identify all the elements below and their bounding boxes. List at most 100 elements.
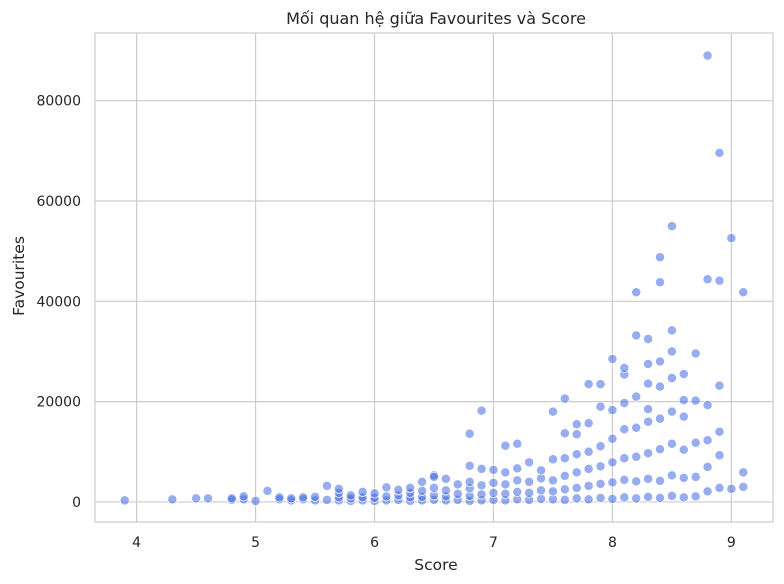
data-point [119,495,130,506]
data-point [666,406,677,417]
data-point [440,485,451,496]
y-axis-label: Favourites [10,236,28,316]
data-point [678,369,689,379]
data-point [631,451,642,462]
x-tick-label: 8 [608,535,617,551]
data-point [571,467,582,478]
data-point [310,491,321,502]
data-point [226,493,237,504]
data-point [690,437,701,448]
data-point [702,461,713,472]
data-point [690,491,701,502]
data-point [559,484,570,495]
data-point [690,395,701,406]
data-point [678,411,689,422]
data-point [524,457,535,468]
data-point [464,476,475,487]
data-point [559,494,570,505]
data-point [690,348,701,359]
data-point [500,488,511,499]
x-tick-label: 6 [370,535,379,551]
y-tick-label: 20000 [36,395,81,411]
data-point [619,474,630,485]
data-point [655,413,665,424]
data-point [643,416,654,427]
data-point [512,475,523,486]
data-point [631,476,642,487]
x-tick-labels: 4 5 6 7 8 9 [132,535,736,551]
data-point [524,476,535,487]
data-point [429,482,439,493]
data-point [476,480,487,491]
data-point [191,493,202,504]
data-point [690,471,701,482]
data-point [631,391,642,402]
data-point [512,438,523,449]
data-point [500,467,511,478]
data-point [488,477,499,488]
data-point [643,333,654,344]
data-point [738,287,749,298]
data-point [583,418,594,429]
data-point [464,428,475,439]
data-point [381,491,392,502]
x-tick-label: 7 [489,535,498,551]
data-point [488,464,499,475]
y-tick-label: 0 [72,495,81,511]
data-point [631,330,642,341]
data-point [429,471,439,482]
data-point [619,363,630,373]
data-point [666,373,677,384]
data-point [536,485,547,496]
data-point [631,287,642,298]
y-tick-labels: 0 20000 40000 60000 80000 [36,94,81,511]
data-point [476,405,487,416]
x-tick-label: 9 [727,535,736,551]
data-point [655,444,665,455]
data-point [595,461,606,472]
data-point [702,274,713,285]
data-point [559,393,570,404]
data-point [536,465,547,476]
data-point [655,381,665,392]
data-point [607,457,618,468]
data-point [738,481,749,492]
data-point [666,325,677,336]
data-point [643,404,654,415]
data-point [476,463,487,474]
data-point [571,493,582,504]
data-point [702,400,713,411]
data-point [238,491,249,502]
data-point [571,449,582,460]
data-point [488,487,499,498]
data-point [607,477,618,488]
data-point [559,470,570,481]
data-point [666,346,677,357]
data-point [583,379,594,390]
data-point [286,493,297,504]
data-point [452,479,463,490]
data-point [714,147,725,158]
data-point [547,486,558,497]
data-point [381,482,392,493]
data-point [571,482,582,493]
data-point [547,475,558,486]
x-tick-label: 4 [132,535,141,551]
chart-title: Mối quan hệ giữa Favourites và Score [286,9,586,28]
data-point [512,463,523,474]
data-point [440,473,451,484]
data-point [607,433,618,444]
data-point [595,441,606,452]
data-point [595,478,606,489]
data-point [678,444,689,455]
data-point [619,492,630,503]
data-point [726,233,737,244]
data-point [655,277,665,288]
data-point [607,354,618,364]
x-axis-label: Score [414,556,457,574]
data-point [607,493,618,504]
data-point [678,492,689,503]
data-point [547,406,558,417]
data-point [714,450,725,461]
